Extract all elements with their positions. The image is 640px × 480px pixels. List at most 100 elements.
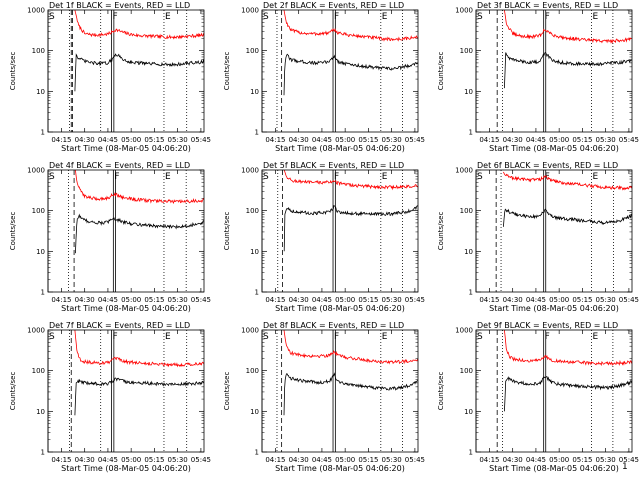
x-tick-label: 04:15 (265, 296, 285, 304)
x-tick-label: 05:15 (358, 136, 378, 144)
detector-panel: Det 5f BLACK = Events, RED = LLD Counts/s… (223, 161, 425, 313)
x-tick-label: 05:45 (405, 296, 425, 304)
y-tick-label: 1 (41, 289, 45, 297)
x-tick-label: 04:30 (503, 136, 523, 144)
series-line-events (504, 52, 632, 89)
x-tick-label: 04:15 (51, 136, 71, 144)
series-line-lld (504, 10, 632, 44)
x-tick-label: 05:45 (619, 456, 639, 464)
x-tick-label: 05:30 (596, 296, 616, 304)
marker-label: E (165, 172, 171, 182)
y-tick-label: 100 (246, 207, 259, 215)
y-axis-label: Counts/sec (437, 372, 445, 411)
y-tick-label: 10 (250, 88, 259, 96)
marker-label: S (477, 332, 483, 342)
x-tick-label: 04:30 (289, 296, 309, 304)
x-tick-label: 04:30 (289, 136, 309, 144)
x-axis-label: Start Time (08-Mar-05 04:06:20) (61, 464, 191, 473)
y-tick-label: 10 (250, 248, 259, 256)
y-tick-label: 1000 (27, 167, 45, 175)
chart-title: Det 7f BLACK = Events, RED = LLD (49, 321, 190, 330)
x-tick-label: 05:00 (121, 296, 141, 304)
x-tick-label: 05:45 (191, 456, 211, 464)
series-line-lld (283, 170, 418, 191)
series-line-events (283, 53, 418, 96)
marker-label: E (165, 12, 171, 22)
series-line-events (74, 53, 204, 92)
chart-title: Det 2f BLACK = Events, RED = LLD (263, 1, 404, 10)
x-tick-label: 05:30 (596, 136, 616, 144)
x-tick-label: 04:45 (526, 296, 546, 304)
x-axis-label: Start Time (08-Mar-05 04:06:20) (489, 464, 619, 473)
y-tick-label: 10 (464, 248, 473, 256)
plot-frame (261, 9, 419, 133)
x-tick-label: 05:30 (382, 296, 402, 304)
y-tick-label: 1000 (27, 327, 45, 335)
marker-label: S (263, 332, 269, 342)
marker-label: F (113, 12, 118, 22)
chart-title: Det 8f BLACK = Events, RED = LLD (263, 321, 404, 330)
plot-frame (261, 169, 419, 293)
marker-label: F (545, 172, 550, 182)
y-tick-label: 100 (32, 207, 45, 215)
x-tick-label: 04:45 (98, 296, 118, 304)
chart-title: Det 5f BLACK = Events, RED = LLD (263, 161, 404, 170)
marker-label: F (113, 332, 118, 342)
x-tick-label: 04:30 (75, 136, 95, 144)
x-tick-label: 05:15 (358, 456, 378, 464)
x-tick-label: 05:15 (144, 296, 164, 304)
y-tick-label: 1000 (241, 327, 259, 335)
x-axis-label: Start Time (08-Mar-05 04:06:20) (61, 304, 191, 313)
x-tick-label: 04:45 (526, 136, 546, 144)
x-tick-label: 05:45 (619, 296, 639, 304)
x-tick-label: 05:15 (572, 296, 592, 304)
y-axis-label: Counts/sec (437, 52, 445, 91)
x-tick-label: 04:15 (479, 136, 499, 144)
marker-label: E (165, 332, 171, 342)
x-tick-label: 04:45 (312, 456, 332, 464)
x-tick-label: 05:30 (382, 456, 402, 464)
marker-label: E (382, 172, 388, 182)
series-line-lld (283, 10, 418, 42)
chart-title: Det 9f BLACK = Events, RED = LLD (477, 321, 618, 330)
x-tick-label: 04:15 (479, 456, 499, 464)
x-tick-label: 05:30 (168, 136, 188, 144)
x-tick-label: 05:45 (191, 296, 211, 304)
series-line-events (283, 205, 418, 252)
marker-label: S (477, 172, 483, 182)
y-tick-label: 1 (41, 129, 45, 137)
plot-frame (261, 329, 419, 453)
detector-panel: Det 8f BLACK = Events, RED = LLD Counts/s… (223, 321, 425, 473)
x-tick-label: 04:30 (75, 456, 95, 464)
y-tick-label: 100 (460, 47, 473, 55)
y-tick-label: 100 (460, 207, 473, 215)
y-tick-label: 10 (464, 408, 473, 416)
x-axis-label: Start Time (08-Mar-05 04:06:20) (61, 144, 191, 153)
x-tick-label: 05:30 (168, 456, 188, 464)
x-tick-label: 05:00 (549, 296, 569, 304)
series-line-lld (504, 330, 632, 367)
x-tick-label: 05:45 (191, 136, 211, 144)
y-tick-label: 1 (469, 129, 473, 137)
x-tick-label: 04:45 (526, 456, 546, 464)
chart-title: Det 6f BLACK = Events, RED = LLD (477, 161, 618, 170)
y-tick-label: 1000 (455, 167, 473, 175)
y-tick-label: 1 (469, 449, 473, 457)
marker-label: E (592, 12, 598, 22)
marker-label: S (263, 12, 269, 22)
plot-frame (475, 9, 633, 133)
plot-frame (47, 329, 205, 453)
y-axis-label: Counts/sec (437, 212, 445, 251)
x-tick-label: 05:45 (405, 456, 425, 464)
y-axis-label: Counts/sec (9, 372, 17, 411)
series-line-events (503, 208, 632, 227)
detector-panel: Det 9f BLACK = Events, RED = LLD Counts/s… (437, 321, 639, 473)
x-tick-label: 04:15 (51, 296, 71, 304)
marker-label: E (592, 332, 598, 342)
y-tick-label: 1000 (241, 7, 259, 15)
series-line-lld (75, 170, 204, 204)
x-tick-label: 05:15 (144, 136, 164, 144)
y-tick-label: 1000 (241, 167, 259, 175)
y-tick-label: 100 (460, 367, 473, 375)
